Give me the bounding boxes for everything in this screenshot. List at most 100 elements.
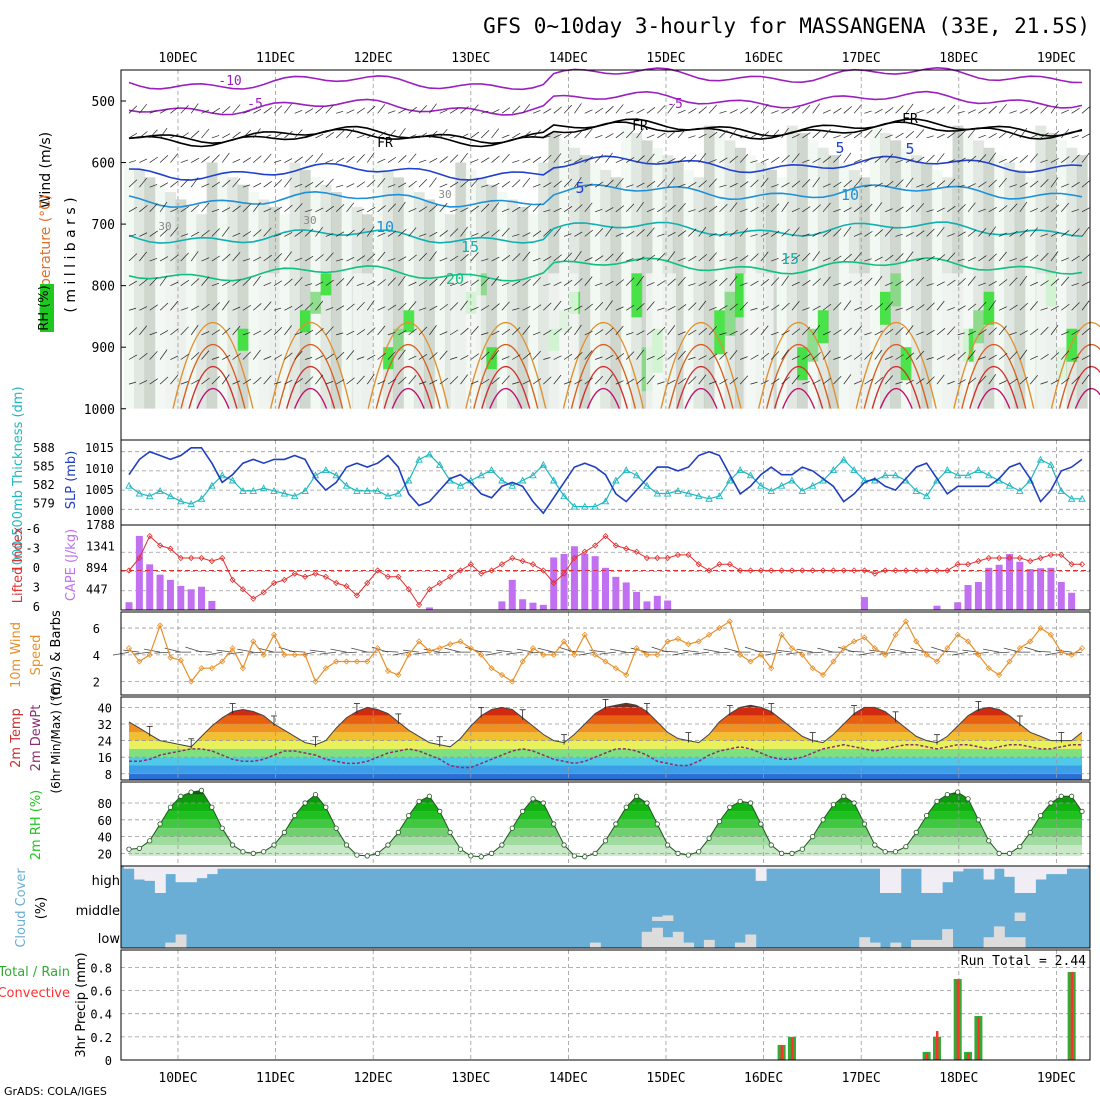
wind-barb (729, 155, 739, 163)
wind-barb (1009, 110, 1017, 114)
wind-barb (936, 374, 945, 385)
wind-barb (444, 647, 461, 653)
wind-barb (481, 305, 490, 311)
temperature-dome (1074, 388, 1100, 410)
rh-marker (147, 838, 153, 844)
wind-barb (180, 353, 189, 360)
cloud-clear (206, 866, 218, 875)
rh-shade (434, 206, 446, 409)
rh-marker (157, 821, 163, 827)
wind-barb (128, 280, 138, 286)
wind-barb (926, 154, 935, 163)
ytick-label: 60 (98, 814, 112, 828)
wind-barb (346, 303, 355, 311)
wind-barb (874, 155, 884, 163)
cape-bar (539, 604, 547, 610)
wind-marker (125, 645, 133, 652)
wind-marker (281, 651, 288, 658)
rh-marker (851, 800, 857, 806)
wind-barb (315, 374, 324, 385)
wind-barb (646, 107, 656, 114)
wind-barb (1061, 202, 1070, 213)
contour-label: FR (902, 112, 918, 127)
wind-barb (775, 649, 793, 653)
wind-barb (149, 351, 158, 360)
wind-barb (978, 107, 987, 114)
rh-shade (158, 273, 188, 409)
wind-barb (947, 326, 956, 336)
wind-barb (594, 375, 604, 385)
wind-barb (646, 375, 655, 385)
wind-barb (253, 275, 261, 286)
wind-barb (1050, 251, 1059, 262)
wind-barb (294, 331, 303, 336)
wind-marker (436, 645, 443, 652)
cloud-clear (828, 866, 840, 869)
wind-barb (740, 356, 748, 360)
thickness-marker (353, 486, 361, 494)
wind-barb (677, 230, 687, 237)
rh-marker (892, 849, 899, 855)
rh-shade (486, 347, 498, 370)
wind-barb (154, 651, 171, 654)
wind-barb (646, 180, 656, 188)
wind-barb (159, 108, 169, 114)
wind-barb (253, 108, 262, 114)
wind-marker (664, 638, 671, 645)
wind-barb (713, 651, 730, 654)
wind-barb (434, 651, 451, 654)
wind-barb (294, 109, 303, 114)
wind-barb (273, 179, 283, 188)
wind-barb (512, 179, 521, 188)
lifted-marker (208, 558, 215, 565)
wind-marker (923, 651, 930, 658)
rh-marker (820, 817, 826, 823)
wind-barb (750, 179, 759, 188)
wind-barb (822, 156, 832, 163)
cape-bar (198, 586, 206, 610)
wind-barb (1055, 649, 1072, 653)
cape-bar (1026, 569, 1034, 610)
contour-label: 15 (781, 250, 799, 268)
wind-barb (1034, 650, 1051, 653)
wind-barb (481, 110, 489, 114)
rh-marker (799, 846, 805, 852)
thickness-marker (436, 460, 444, 468)
thickness-marker (249, 486, 258, 494)
cloud-clear (1045, 866, 1057, 875)
wind-barb (449, 228, 459, 237)
wind-barb (646, 134, 655, 139)
rh-marker (830, 802, 836, 808)
cloud-low (662, 937, 674, 948)
wind-barb (926, 228, 935, 237)
wind-barb (802, 381, 810, 385)
lifted-marker (447, 573, 454, 580)
wind-barb (366, 226, 375, 237)
wind-barb (377, 279, 386, 286)
wind-barb (563, 233, 572, 237)
lifted-marker (498, 561, 505, 568)
wind-barb (294, 378, 303, 385)
wind-barb (211, 329, 221, 336)
wind-barb (139, 380, 148, 385)
thickness-marker (964, 471, 972, 479)
rh-shade (255, 273, 286, 409)
thickness-marker (518, 476, 527, 484)
wind-barb (967, 109, 976, 114)
wind-barb (387, 230, 397, 237)
wind-barb (221, 374, 230, 385)
wind-barb (460, 152, 468, 163)
temperature-dome (953, 322, 1035, 409)
ytick-right: 1341 (86, 540, 115, 554)
wind-barb (253, 155, 262, 163)
rh-shade (841, 273, 872, 409)
wind-barb (584, 109, 593, 114)
wind-barb (170, 328, 179, 336)
wind-barb (418, 381, 427, 385)
wind-barb (967, 377, 977, 385)
temperature-dome (660, 322, 742, 409)
wind-barb (553, 281, 562, 286)
wind-barb (273, 253, 283, 262)
wind-barb (336, 332, 344, 336)
